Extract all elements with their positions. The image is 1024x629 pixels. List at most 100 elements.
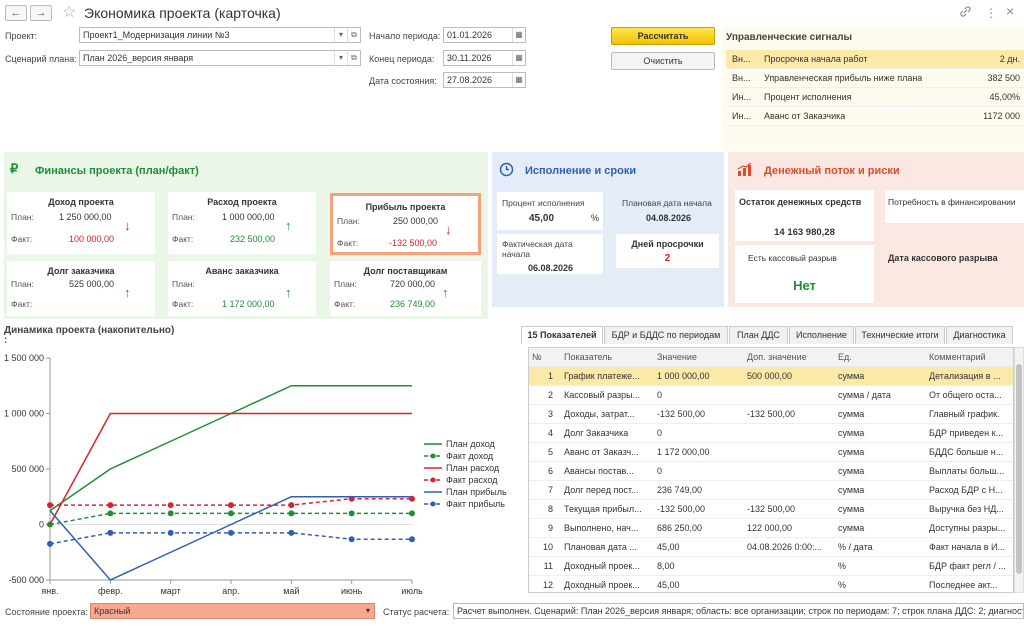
cashflow-panel: Денежный поток и риски Остаток денежных … bbox=[728, 152, 1024, 307]
series-point bbox=[167, 529, 174, 536]
open-icon[interactable]: ⧉ bbox=[347, 51, 360, 65]
table-row[interactable]: 1 График платеже... 1 000 000,00 500 000,00… bbox=[529, 367, 1013, 386]
table-row[interactable]: 4 Долг Заказчика 0 сумма БДР приведен к... bbox=[529, 424, 1013, 443]
table-cell: 9 bbox=[547, 523, 553, 533]
table-row[interactable]: 6 Авансы постав... 0 сумма Выплаты больш... bbox=[529, 462, 1013, 481]
tab-technical-totals[interactable]: Технические итоги bbox=[855, 326, 945, 344]
table-cell: 6 bbox=[547, 466, 553, 476]
chart-growth-icon bbox=[737, 162, 752, 179]
execution-title: Исполнение и сроки bbox=[525, 165, 637, 177]
tab-indicators[interactable]: 15 Показателей bbox=[521, 326, 603, 344]
table-row[interactable]: 9 Выполнено, нач... 686 250,00 122 000,00 су… bbox=[529, 519, 1013, 538]
y-tick-label: -500 000 bbox=[8, 575, 44, 585]
table-cell: 8,00 bbox=[657, 561, 675, 571]
more-icon[interactable]: ⋮ bbox=[985, 6, 997, 20]
table-cell: сумма bbox=[838, 485, 865, 495]
signal-row[interactable]: Ин... Процент исполнения 45,00% bbox=[726, 88, 1024, 107]
period-end-field[interactable]: 30.11.2026 ▦ bbox=[443, 50, 526, 66]
table-cell: 1 172 000,00 bbox=[657, 447, 710, 457]
series-point bbox=[107, 529, 114, 536]
card-profit: Прибыль проекта План: 250 000,00 Факт: -… bbox=[330, 193, 481, 255]
table-cell: От общего оста... bbox=[929, 390, 1002, 400]
series-point bbox=[288, 502, 295, 509]
table-cell: График платеже... bbox=[564, 371, 640, 381]
table-row[interactable]: 11 Доходный проек... 8,00% БДР факт регл / … bbox=[529, 557, 1013, 576]
signal-row[interactable]: Вн... Управленческая прибыль ниже плана … bbox=[726, 69, 1024, 88]
calendar-icon[interactable]: ▦ bbox=[512, 28, 525, 42]
arrow-up-icon: ↑ bbox=[285, 218, 292, 233]
overdue-card: Дней просрочки 2 bbox=[616, 234, 719, 268]
project-state-select[interactable]: Красный ▾ bbox=[90, 603, 375, 619]
table-cell: -132 500,00 bbox=[657, 504, 706, 514]
project-label: Проект: bbox=[5, 31, 38, 41]
back-button[interactable]: ← bbox=[5, 5, 27, 21]
table-row[interactable]: 7 Долг перед пост... 236 749,00 сумма Расход… bbox=[529, 481, 1013, 500]
tab-execution[interactable]: Исполнение bbox=[789, 326, 854, 344]
select-dropdown-icon[interactable]: ▾ bbox=[334, 51, 347, 65]
project-field[interactable]: Проект1_Модернизация линии №3 ▾ ⧉ bbox=[79, 27, 361, 43]
signal-row[interactable]: Ин... Аванс от Заказчика 1172 000 bbox=[726, 107, 1024, 126]
status-field: Расчет выполнен. Сценарий: План 2026_вер… bbox=[453, 603, 1024, 619]
tab-cash-plan[interactable]: План ДДС bbox=[729, 326, 788, 344]
table-row[interactable]: 5 Аванс от Заказч... 1 172 000,00 сумма БДДС… bbox=[529, 443, 1013, 462]
y-tick-label: 1 500 000 bbox=[4, 353, 44, 363]
open-icon[interactable]: ⧉ bbox=[347, 28, 360, 42]
series-point bbox=[228, 529, 234, 536]
table-cell: Доходный проек... bbox=[564, 580, 640, 590]
series-line-4 bbox=[49, 496, 412, 581]
table-cell: 3 bbox=[547, 409, 553, 419]
calculate-button[interactable]: Рассчитать bbox=[611, 27, 715, 45]
calendar-icon[interactable]: ▦ bbox=[512, 73, 525, 87]
table-cell: Факт начала в И... bbox=[929, 542, 1005, 552]
legend-label: План прибыль bbox=[446, 487, 507, 497]
ruble-icon: ₽ bbox=[10, 161, 19, 176]
forward-button[interactable]: → bbox=[30, 5, 52, 21]
chevron-down-icon[interactable]: ▾ bbox=[365, 606, 370, 615]
scenario-label: Сценарий плана: bbox=[5, 54, 77, 64]
table-row[interactable]: 12 Доходный проек... 45,00% Последнее акт..… bbox=[529, 576, 1013, 592]
signal-row[interactable]: Вн... Просрочка начала работ 2 дн. bbox=[726, 50, 1024, 69]
period-end-value: 30.11.2026 bbox=[447, 53, 492, 63]
table-cell: 8 bbox=[547, 504, 553, 514]
clear-button[interactable]: Очистить bbox=[611, 52, 715, 70]
period-start-field[interactable]: 01.01.2026 ▦ bbox=[443, 27, 526, 43]
tab-budget-periods[interactable]: БДР и БДДС по периодам bbox=[604, 326, 728, 344]
period-start-value: 01.01.2026 bbox=[447, 30, 493, 40]
table-row[interactable]: 8 Текущая прибыл... -132 500,00 -132 500,00… bbox=[529, 500, 1013, 519]
table-cell: -132 500,00 bbox=[747, 504, 796, 514]
arrow-up-icon: ↑ bbox=[285, 285, 292, 300]
plan-start-card: Плановая дата начала 04.08.2026 bbox=[622, 198, 712, 223]
table-row[interactable]: 10 Плановая дата ... 45,00 04.08.2026 0:00:… bbox=[529, 538, 1013, 557]
table-row[interactable]: 3 Доходы, затрат... -132 500,00 -132 500,00… bbox=[529, 405, 1013, 424]
link-icon[interactable] bbox=[960, 6, 971, 20]
select-dropdown-icon[interactable]: ▾ bbox=[334, 28, 347, 42]
table-cell: 500 000,00 bbox=[747, 371, 793, 381]
arrow-down-icon: ↓ bbox=[445, 222, 452, 237]
gap-card: Есть кассовый разрыв Нет bbox=[735, 245, 874, 303]
tab-diagnostics[interactable]: Диагностика bbox=[946, 326, 1013, 344]
calendar-icon[interactable]: ▦ bbox=[512, 51, 525, 65]
table-cell: БДР факт регл / ... bbox=[929, 561, 1006, 571]
series-point bbox=[288, 510, 295, 517]
table-cell: 11 bbox=[543, 561, 553, 571]
table-scrollbar[interactable] bbox=[1014, 347, 1024, 593]
table-cell: Доходы, затрат... bbox=[564, 409, 635, 419]
table-cell: сумма bbox=[838, 523, 865, 533]
table-cell: сумма bbox=[838, 504, 865, 514]
execution-panel: Исполнение и сроки Процент исполнения 45… bbox=[492, 152, 724, 307]
arrow-up-icon: ↑ bbox=[442, 285, 449, 300]
card-supplier-debt: Долг поставщикам План: 720 000,00 Факт: … bbox=[330, 261, 481, 316]
series-point bbox=[47, 540, 53, 547]
table-row[interactable]: 2 Кассовый разры... 0 сумма / дата От общего… bbox=[529, 386, 1013, 405]
series-point bbox=[288, 529, 295, 536]
scenario-field[interactable]: План 2026_версия января ▾ ⧉ bbox=[79, 50, 361, 66]
legend-marker bbox=[430, 477, 436, 483]
table-cell: 0 bbox=[657, 466, 663, 476]
scrollbar-thumb[interactable] bbox=[1016, 364, 1022, 574]
table-cell: Последнее акт... bbox=[929, 580, 998, 590]
series-point bbox=[348, 510, 355, 517]
close-icon[interactable]: × bbox=[1006, 3, 1015, 19]
favorite-star-icon[interactable]: ☆ bbox=[62, 4, 77, 21]
period-start-label: Начало периода: bbox=[369, 31, 441, 41]
state-date-field[interactable]: 27.08.2026 ▦ bbox=[443, 72, 526, 88]
